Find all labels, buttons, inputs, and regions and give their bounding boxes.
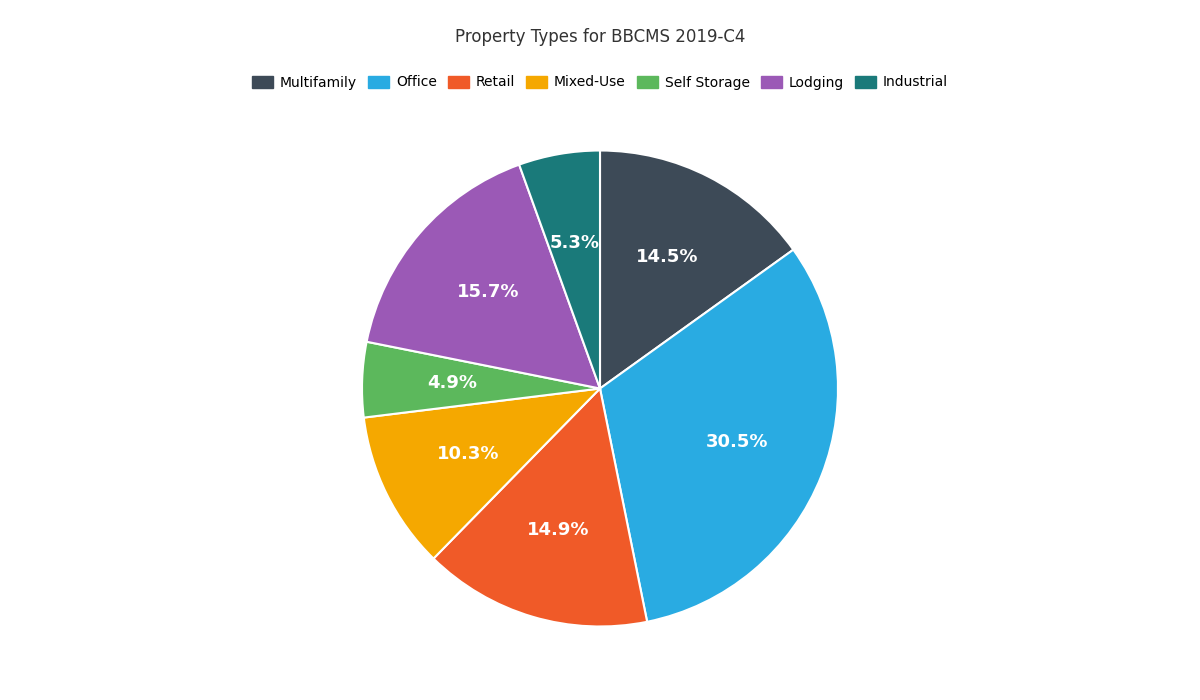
Wedge shape (362, 342, 600, 418)
Text: 15.7%: 15.7% (457, 284, 520, 301)
Wedge shape (367, 164, 600, 389)
Wedge shape (600, 250, 838, 622)
Text: 4.9%: 4.9% (427, 374, 478, 392)
Text: 30.5%: 30.5% (706, 433, 768, 452)
Wedge shape (520, 150, 600, 389)
Text: 10.3%: 10.3% (437, 445, 499, 463)
Text: 5.3%: 5.3% (550, 234, 600, 252)
Wedge shape (433, 389, 647, 626)
Legend: Multifamily, Office, Retail, Mixed-Use, Self Storage, Lodging, Industrial: Multifamily, Office, Retail, Mixed-Use, … (247, 70, 953, 95)
Text: Property Types for BBCMS 2019-C4: Property Types for BBCMS 2019-C4 (455, 28, 745, 46)
Wedge shape (600, 150, 793, 389)
Text: 14.9%: 14.9% (527, 521, 589, 539)
Text: 14.5%: 14.5% (636, 248, 698, 266)
Wedge shape (364, 389, 600, 559)
